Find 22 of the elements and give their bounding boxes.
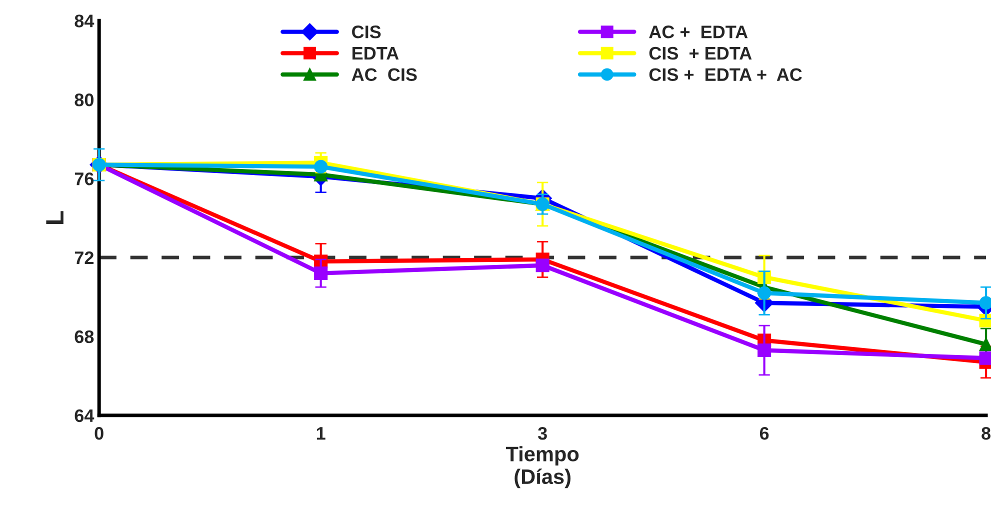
point: [314, 160, 328, 174]
x-tick-label: 0: [94, 426, 104, 440]
y-tick-label: 68: [74, 330, 94, 344]
legend-label: CIS + EDTA + AC: [649, 68, 802, 81]
x-axis-title: Tiempo (Días): [506, 446, 579, 488]
y-tick-label: 80: [74, 94, 94, 106]
x-tick-label: 6: [760, 426, 769, 440]
point: [536, 258, 550, 272]
legend-label: EDTA: [352, 47, 399, 60]
x-tick-label: 1: [316, 427, 326, 440]
x-tick-label: 8: [982, 426, 991, 440]
legend-label: AC + EDTA: [649, 26, 748, 38]
y-axis-title: L: [46, 211, 64, 224]
x-tick-label: 3: [538, 426, 547, 440]
y-tick-label: 72: [74, 251, 94, 264]
y-tick-label: 64: [74, 409, 94, 422]
legend-label: CIS: [352, 26, 381, 38]
legend-label: CIS + EDTA: [649, 46, 752, 60]
legend-label: AC CIS: [352, 68, 417, 81]
y-tick-label: 84: [74, 14, 94, 28]
y-tick-label: 76: [74, 172, 94, 186]
point: [979, 338, 991, 352]
